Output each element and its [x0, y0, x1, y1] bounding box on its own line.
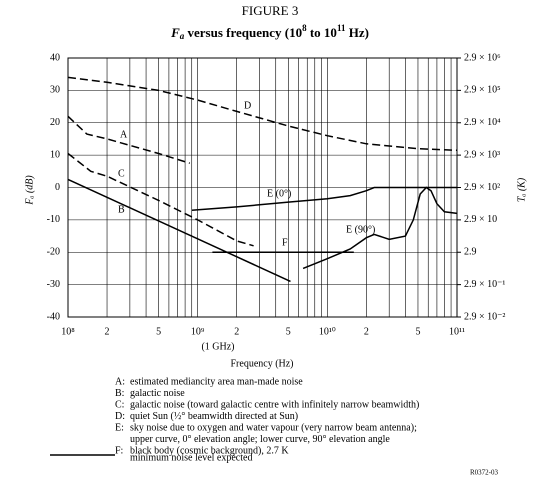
x-tick-label: 5: [156, 326, 161, 337]
note-key: A:: [115, 376, 125, 387]
subtitle-part: Hz): [345, 25, 368, 40]
y2-tick-label: 2.9 × 10³: [464, 149, 500, 160]
series-line: [191, 186, 457, 211]
x-tick-label: 10⁸: [61, 326, 75, 337]
series-line: [67, 178, 291, 283]
x-tick-label: 2: [234, 326, 239, 337]
min-line-note: minimum noise level expected: [130, 452, 252, 463]
y-tick-label: -40: [47, 311, 60, 322]
y2-axis-label: Tₐ (K): [516, 177, 527, 202]
note-key: F:: [115, 445, 123, 456]
y-tick-label: -10: [47, 214, 60, 225]
x-tick-label: 5: [286, 326, 291, 337]
note-text: sky noise due to oxygen and water vapour…: [130, 422, 417, 433]
y2-tick-label: 2.9: [464, 247, 477, 258]
note-key: D:: [115, 411, 125, 422]
note-key: E:: [115, 422, 124, 433]
series-label: C: [118, 168, 125, 179]
x-axis-label: Frequency (Hz): [230, 358, 293, 369]
note-text: galactic noise (toward galactic centre w…: [130, 399, 419, 410]
x-tick-label: 5: [415, 326, 420, 337]
note-text: galactic noise: [130, 388, 185, 399]
y-tick-label: 10: [50, 149, 60, 160]
series-line: [67, 115, 191, 164]
series-label: E (0°): [267, 188, 291, 199]
x-tick-label: 2: [105, 326, 110, 337]
series-label: D: [244, 100, 251, 111]
note-text: estimated mediancity area man-made noise: [130, 376, 303, 387]
x-annotation: (1 GHz): [201, 341, 234, 352]
series-label: A: [120, 129, 128, 140]
y-tick-label: -30: [47, 279, 60, 290]
y2-tick-label: 2.9 × 10⁵: [464, 85, 501, 96]
reference: R0372-03: [470, 469, 499, 477]
subtitle-part: a: [180, 31, 185, 41]
y-tick-label: 40: [50, 52, 60, 63]
chart-subtitle: Fa versus frequency (108 to 1011 Hz): [170, 23, 369, 41]
y2-tick-label: 2.9 × 10: [464, 214, 497, 225]
chart-title: FIGURE 3: [242, 3, 299, 18]
y-axis-label: Fₐ (dB): [24, 175, 35, 206]
series-line: [67, 152, 254, 247]
y-tick-label: -20: [47, 247, 60, 258]
y2-tick-label: 2.9 × 10⁻¹: [464, 279, 505, 290]
note-text: quiet Sun (½° beamwidth directed at Sun): [130, 411, 298, 422]
subtitle-part: to 10: [307, 25, 337, 40]
y2-tick-label: 2.9 × 10²: [464, 182, 500, 193]
series-line: [302, 186, 458, 270]
subtitle-part: versus frequency (10: [184, 25, 302, 40]
subtitle-part: F: [170, 25, 180, 40]
series-label: B: [118, 204, 125, 215]
note-text: black body (cosmic background), 2.7 K: [130, 445, 289, 456]
subtitle-part: 8: [302, 23, 307, 33]
y2-tick-label: 2.9 × 10⁴: [464, 117, 501, 128]
note-key: C:: [115, 399, 124, 410]
x-tick-label: 10⁹: [191, 326, 205, 337]
y-tick-label: 20: [50, 117, 60, 128]
x-tick-label: 10¹⁰: [319, 326, 336, 337]
subtitle-part: 11: [337, 23, 346, 33]
y-tick-label: 0: [55, 182, 60, 193]
y2-tick-label: 2.9 × 10⁶: [464, 52, 501, 63]
y2-tick-label: 2.9 × 10⁻²: [464, 311, 505, 322]
x-tick-label: 10¹¹: [449, 326, 465, 337]
series-label: F: [282, 237, 288, 248]
series-line: [67, 76, 458, 152]
y-tick-label: 30: [50, 85, 60, 96]
x-tick-label: 2: [364, 326, 369, 337]
series-label: E (90°): [346, 224, 375, 235]
note-key: B:: [115, 388, 124, 399]
note-text: upper curve, 0° elevation angle; lower c…: [130, 434, 390, 445]
